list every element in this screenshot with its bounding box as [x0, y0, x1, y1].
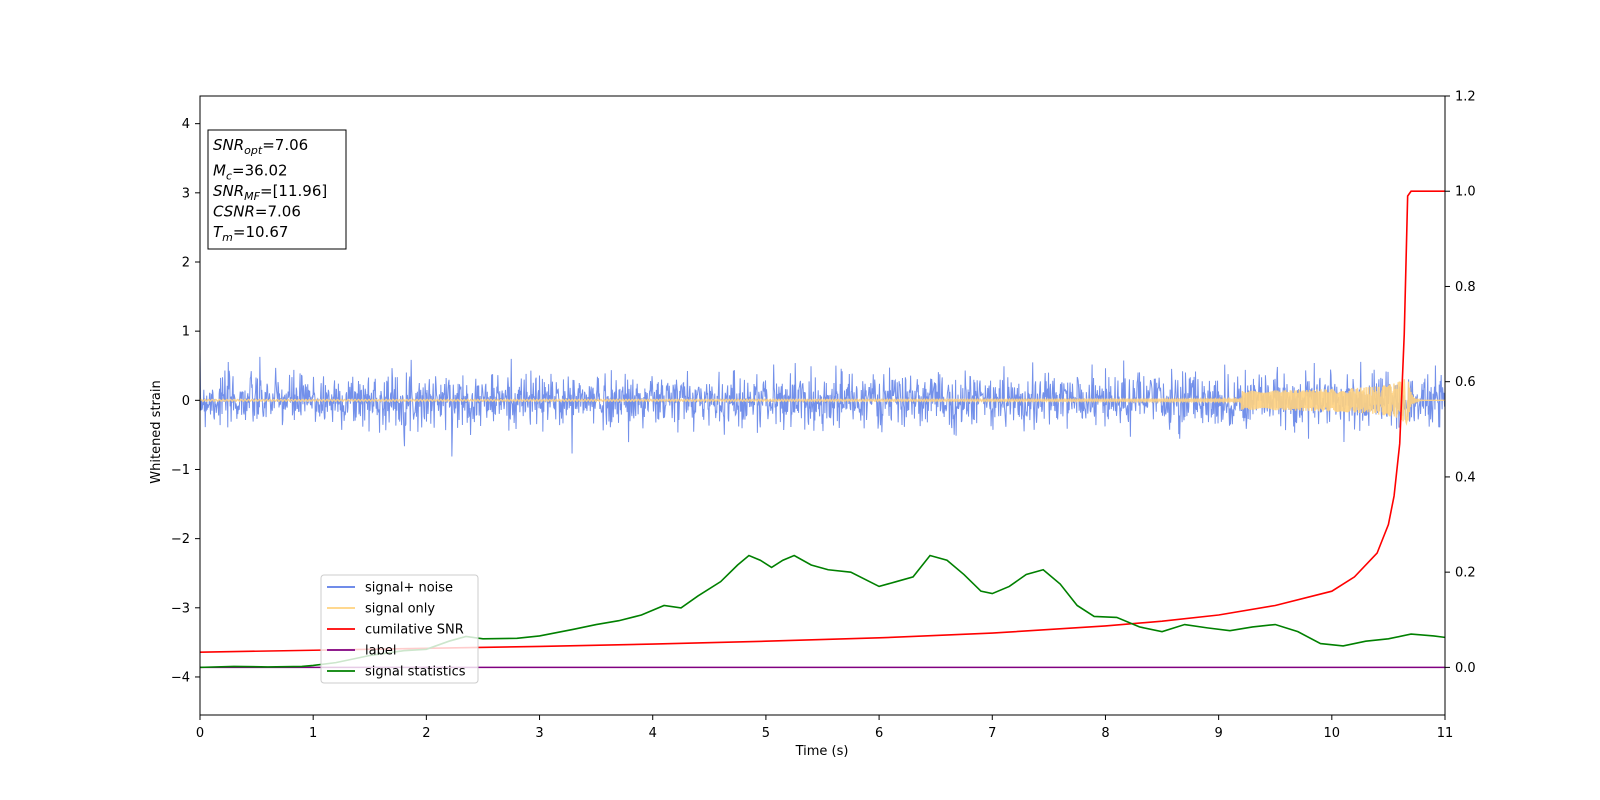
- x-axis-label: Time (s): [795, 744, 849, 759]
- y-axis-label: Whitened strain: [149, 380, 164, 483]
- y-left-tick-label: 3: [182, 186, 190, 201]
- y-left-tick-label: −4: [171, 670, 190, 685]
- x-tick-label: 0: [196, 726, 204, 741]
- series-signal-noise-line: [200, 349, 1445, 457]
- x-tick-label: 8: [1101, 726, 1109, 741]
- annotation-line: SNRopt=7.06: [213, 136, 308, 157]
- legend-label: signal statistics: [365, 665, 466, 680]
- series-cumulative-snr-line: [200, 190, 1445, 653]
- x-tick-label: 3: [535, 726, 543, 741]
- y-right-tick-label: 1.0: [1455, 185, 1476, 200]
- y-left-tick-label: −3: [171, 601, 190, 616]
- y-left-tick-label: 2: [182, 255, 190, 270]
- x-tick-label: 7: [988, 726, 996, 741]
- y-left-tick-label: −1: [171, 463, 190, 478]
- x-tick-label: 4: [649, 726, 657, 741]
- x-tick-label: 6: [875, 726, 883, 741]
- y-left-tick-label: 0: [182, 394, 190, 409]
- annotation-line: SNRMF=[11.96]: [213, 182, 327, 203]
- x-tick-label: 1: [309, 726, 317, 741]
- legend-frame: [320, 574, 479, 684]
- x-tick-label: 11: [1437, 726, 1454, 741]
- y-right-tick-label: 0.6: [1455, 375, 1476, 390]
- legend-label: signal only: [365, 602, 435, 617]
- y-left-tick-label: 4: [182, 117, 190, 132]
- legend-label: signal+ noise: [365, 581, 453, 596]
- y-right-tick-label: 0.0: [1455, 661, 1476, 676]
- y-left-tick-label: −2: [171, 532, 190, 547]
- annotation-line: Tm=10.67: [213, 223, 288, 244]
- ticks-layer: 0 1 2 3 4 5 6 7 8 9 10 11 −4 −3 −2 −1 0 1 2 3 4 0.0 0.2 0.4 0.6 0…: [171, 90, 1476, 742]
- legend: signal+ noise signal only cumilative SNR la…: [320, 574, 479, 684]
- annotation-line: Mc=36.02: [213, 162, 288, 183]
- x-tick-label: 9: [1214, 726, 1222, 741]
- y-left-tick-label: 1: [182, 325, 190, 340]
- y-right-tick-label: 1.2: [1455, 90, 1476, 105]
- y-right-tick-label: 0.8: [1455, 280, 1476, 295]
- y-right-tick-label: 0.2: [1455, 566, 1476, 581]
- annotation-box: SNRopt=7.06 Mc=36.02SNRMF=[11.96]CSNR=7.0…: [207, 129, 347, 250]
- x-tick-label: 10: [1324, 726, 1341, 741]
- legend-label: label: [365, 644, 396, 659]
- x-tick-label: 5: [762, 726, 770, 741]
- x-tick-label: 2: [422, 726, 430, 741]
- annotation-line: CSNR=7.06: [213, 203, 301, 221]
- annotation-frame: [207, 129, 347, 250]
- legend-label: cumilative SNR: [365, 623, 464, 638]
- plot-frame: [199, 95, 1446, 716]
- y-right-tick-label: 0.4: [1455, 470, 1476, 485]
- series-signal-only-line: [200, 379, 1445, 426]
